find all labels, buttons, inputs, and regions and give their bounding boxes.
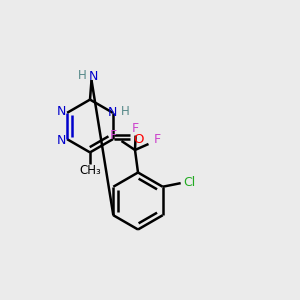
Text: N: N: [88, 70, 98, 83]
Text: F: F: [153, 133, 161, 146]
Text: N: N: [57, 134, 66, 147]
Text: F: F: [132, 122, 139, 135]
Text: F: F: [110, 129, 117, 142]
Text: Cl: Cl: [184, 176, 196, 189]
Text: H: H: [121, 105, 130, 118]
Text: O: O: [133, 133, 144, 146]
Text: CH₃: CH₃: [79, 164, 101, 177]
Text: N: N: [108, 106, 118, 119]
Text: N: N: [56, 105, 66, 118]
Text: H: H: [77, 69, 86, 82]
